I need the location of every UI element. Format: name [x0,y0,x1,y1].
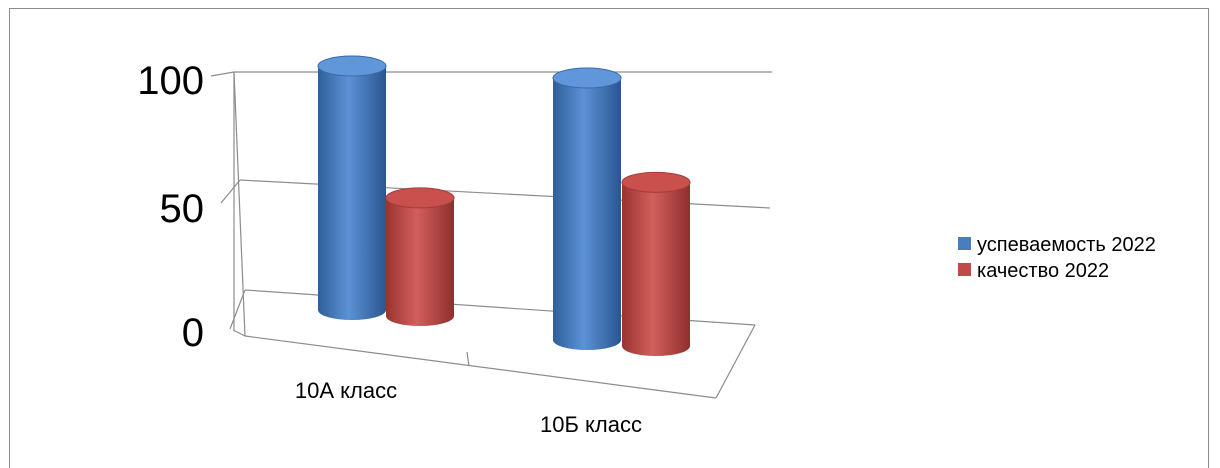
floor-front-edge [244,335,717,399]
legend-swatch-uspevaemost [958,237,971,250]
bar-body [386,197,454,326]
bar-top [385,187,455,209]
bar-top [621,171,691,193]
bar-kachestvo-10a [385,187,455,326]
legend-label-kachestvo: качество 2022 [977,260,1109,282]
floor-right-edge [715,324,756,399]
y-tick-label-50: 50 [160,187,205,231]
y-tick-label-0: 0 [182,311,204,355]
x-category-label-10a: 10А класс [295,378,397,403]
bar-uspevaemost-10a [317,55,387,320]
y-tick-label-100: 100 [137,59,204,103]
bar-top [317,55,387,77]
bar-uspevaemost-10b [552,67,622,350]
floor-left-edge [232,329,246,337]
legend-swatch-kachestvo [958,263,971,276]
bar-body [318,66,386,320]
gridline-0-side [229,289,246,330]
x-category-label-10b: 10Б класс [540,412,642,437]
side-wall-top-edge [233,71,246,337]
category-divider-tick [466,351,470,367]
bar-kachestvo-10b [621,171,691,356]
legend: успеваемость 2022 качество 2022 [958,234,1156,282]
bar-body [553,78,621,350]
legend-label-uspevaemost: успеваемость 2022 [977,234,1156,256]
gridline-100-side [210,71,235,77]
bar-top [552,67,622,89]
gridline-50-side [220,179,241,204]
bar-series-group [317,55,691,356]
bar-body [622,182,690,356]
